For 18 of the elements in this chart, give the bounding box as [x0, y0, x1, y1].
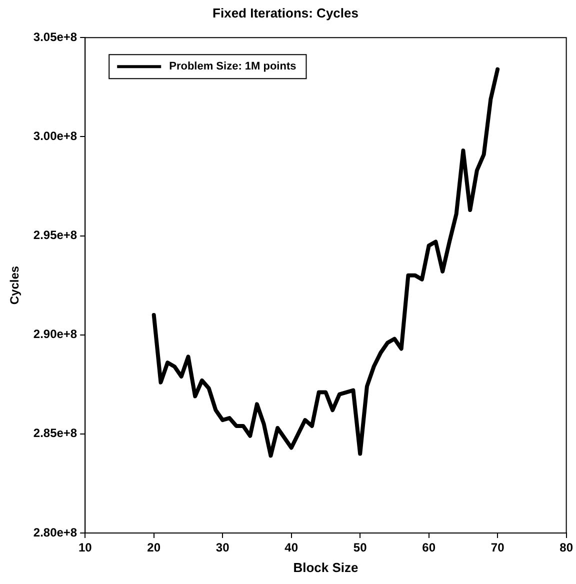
- y-tick-label: 2.90e+8: [33, 327, 78, 342]
- x-tick-label: 70: [490, 540, 505, 555]
- y-tick-label: 3.05e+8: [33, 30, 78, 44]
- x-tick-label: 10: [78, 540, 92, 555]
- y-tick-label: 2.85e+8: [33, 426, 78, 440]
- x-tick-label: 20: [147, 540, 161, 555]
- x-tick-label: 50: [353, 540, 368, 555]
- legend-label: Problem Size: 1M points: [169, 60, 296, 73]
- x-tick-label: 30: [216, 540, 230, 555]
- y-tick-label: 2.95e+8: [33, 228, 78, 242]
- chart-title: Fixed Iterations: Cycles: [212, 5, 358, 20]
- y-tick-label: 2.80e+8: [33, 525, 78, 540]
- y-axis-title: Cycles: [8, 266, 22, 305]
- x-tick-label: 60: [422, 540, 436, 555]
- x-tick-label: 40: [284, 540, 298, 555]
- x-axis-title: Block Size: [293, 560, 358, 575]
- y-tick-label: 3.00e+8: [33, 128, 78, 143]
- x-tick-label: 80: [560, 540, 574, 555]
